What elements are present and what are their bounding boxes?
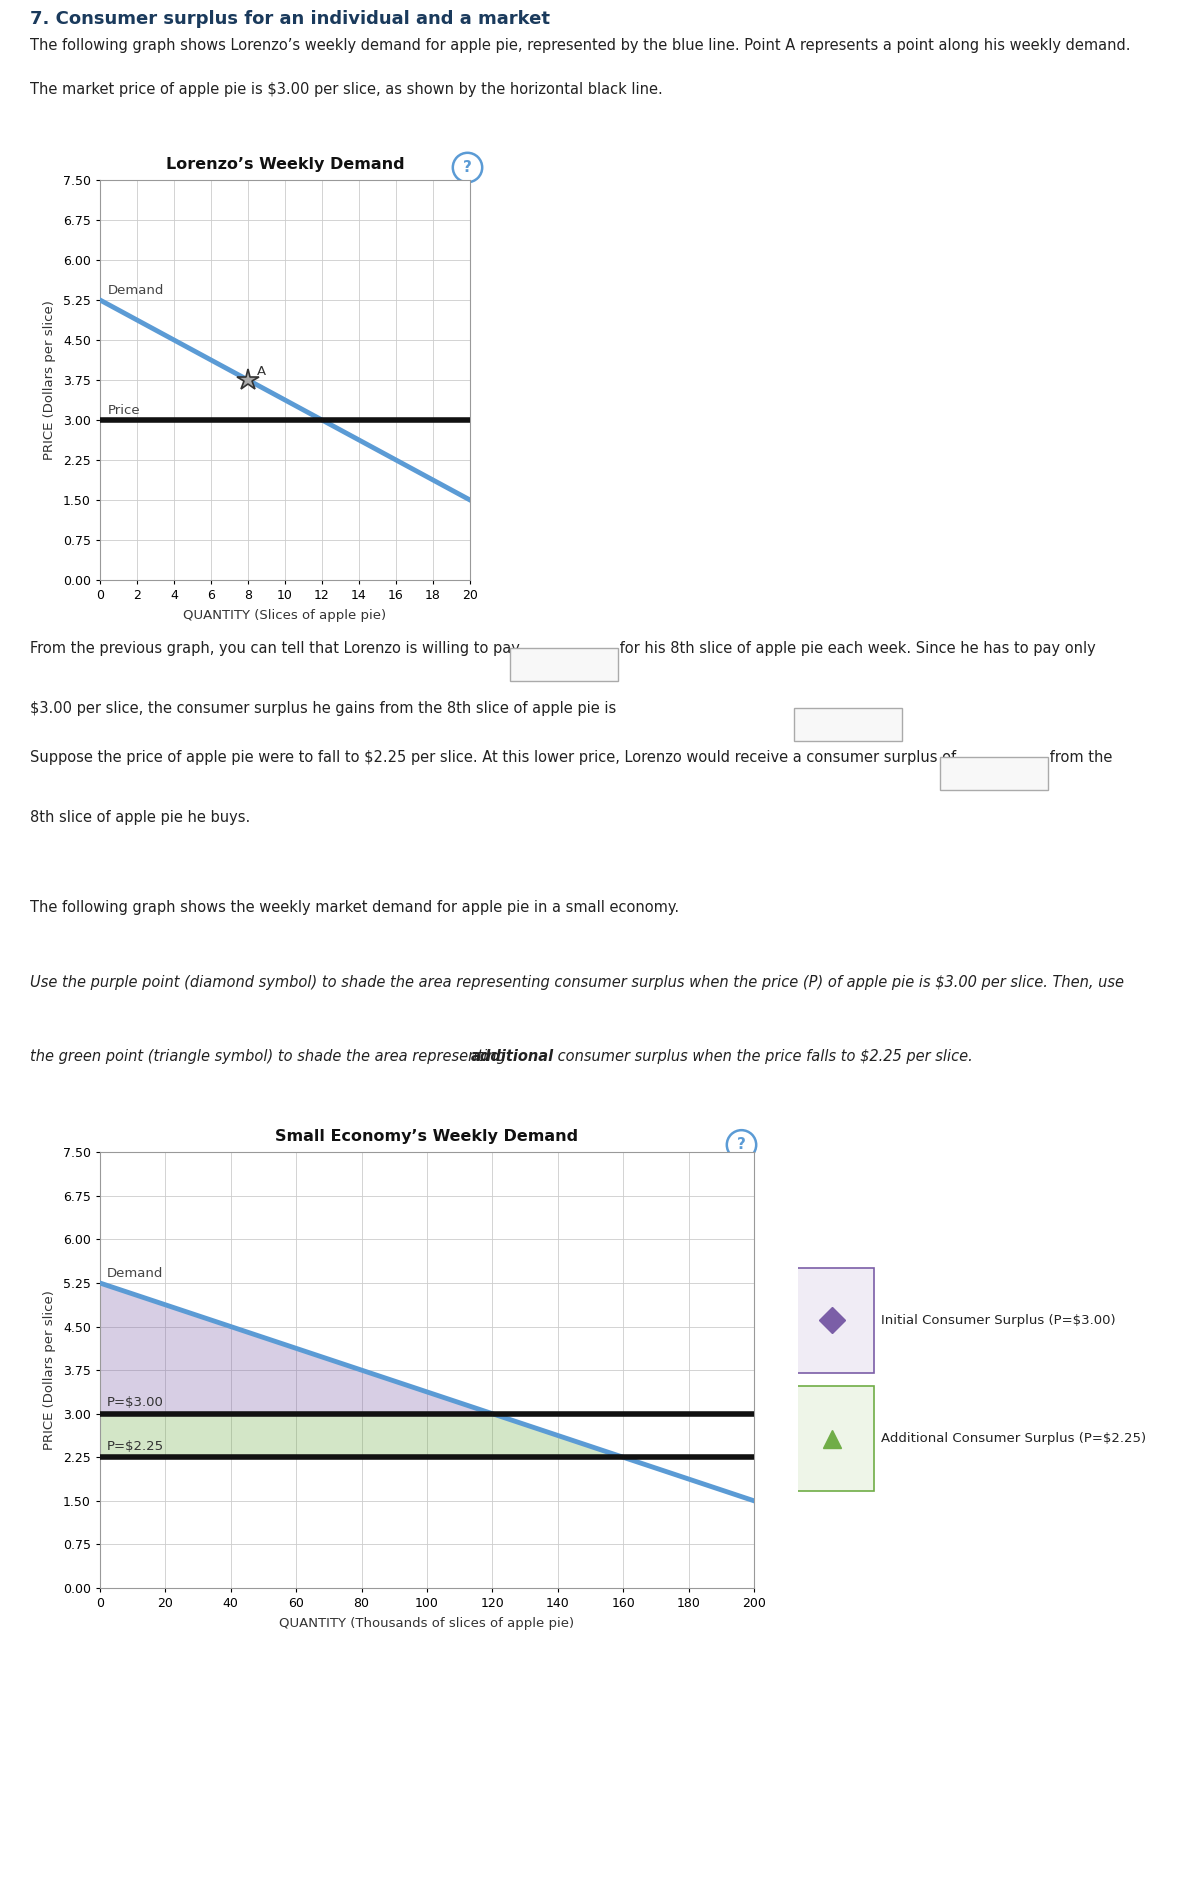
Text: ?: ? bbox=[737, 1137, 746, 1152]
Y-axis label: PRICE (Dollars per slice): PRICE (Dollars per slice) bbox=[43, 1289, 56, 1451]
Polygon shape bbox=[100, 1413, 623, 1457]
Text: consumer surplus when the price falls to $2.25 per slice.: consumer surplus when the price falls to… bbox=[553, 1049, 973, 1064]
FancyBboxPatch shape bbox=[791, 1267, 874, 1372]
Text: A: A bbox=[257, 364, 266, 377]
Text: The following graph shows Lorenzo’s weekly demand for apple pie, represented by : The following graph shows Lorenzo’s week… bbox=[30, 38, 1130, 53]
Text: $: $ bbox=[814, 717, 821, 730]
Text: 8th slice of apple pie he buys.: 8th slice of apple pie he buys. bbox=[30, 811, 251, 826]
Text: from the: from the bbox=[1044, 751, 1112, 766]
Text: for his 8th slice of apple pie each week. Since he has to pay only: for his 8th slice of apple pie each week… bbox=[614, 642, 1096, 657]
Text: the green point (triangle symbol) to shade the area representing: the green point (triangle symbol) to sha… bbox=[30, 1049, 510, 1064]
Text: The following graph shows the weekly market demand for apple pie in a small econ: The following graph shows the weekly mar… bbox=[30, 901, 679, 916]
Text: Price: Price bbox=[108, 404, 140, 417]
Text: Initial Consumer Surplus (P=$3.00): Initial Consumer Surplus (P=$3.00) bbox=[881, 1314, 1116, 1327]
Title: Small Economy’s Weekly Demand: Small Economy’s Weekly Demand bbox=[276, 1130, 578, 1145]
Text: $: $ bbox=[529, 657, 538, 670]
FancyBboxPatch shape bbox=[791, 1385, 874, 1490]
Title: Lorenzo’s Weekly Demand: Lorenzo’s Weekly Demand bbox=[166, 158, 404, 173]
Text: The market price of apple pie is $3.00 per slice, as shown by the horizontal bla: The market price of apple pie is $3.00 p… bbox=[30, 83, 662, 98]
Text: additional: additional bbox=[470, 1049, 554, 1064]
Text: Use the purple point (diamond symbol) to shade the area representing consumer su: Use the purple point (diamond symbol) to… bbox=[30, 976, 1124, 991]
Text: Additional Consumer Surplus (P=$2.25): Additional Consumer Surplus (P=$2.25) bbox=[881, 1432, 1146, 1445]
Text: Demand: Demand bbox=[107, 1267, 163, 1280]
Text: P=$2.25: P=$2.25 bbox=[107, 1440, 163, 1453]
Text: P=$3.00: P=$3.00 bbox=[107, 1396, 163, 1410]
Text: Demand: Demand bbox=[108, 283, 163, 297]
Text: ?: ? bbox=[463, 160, 472, 175]
X-axis label: QUANTITY (Thousands of slices of apple pie): QUANTITY (Thousands of slices of apple p… bbox=[280, 1616, 575, 1629]
Text: From the previous graph, you can tell that Lorenzo is willing to pay: From the previous graph, you can tell th… bbox=[30, 642, 520, 657]
X-axis label: QUANTITY (Slices of apple pie): QUANTITY (Slices of apple pie) bbox=[184, 608, 386, 621]
Y-axis label: PRICE (Dollars per slice): PRICE (Dollars per slice) bbox=[43, 300, 56, 460]
Text: $3.00 per slice, the consumer surplus he gains from the 8th slice of apple pie i: $3.00 per slice, the consumer surplus he… bbox=[30, 702, 617, 717]
FancyBboxPatch shape bbox=[510, 648, 618, 681]
Polygon shape bbox=[100, 1284, 492, 1413]
FancyBboxPatch shape bbox=[794, 708, 902, 741]
Text: $: $ bbox=[959, 766, 967, 779]
Text: .: . bbox=[899, 702, 904, 717]
Text: Suppose the price of apple pie were to fall to $2.25 per slice. At this lower pr: Suppose the price of apple pie were to f… bbox=[30, 751, 956, 766]
FancyBboxPatch shape bbox=[940, 756, 1048, 790]
Text: 7. Consumer surplus for an individual and a market: 7. Consumer surplus for an individual an… bbox=[30, 9, 550, 28]
